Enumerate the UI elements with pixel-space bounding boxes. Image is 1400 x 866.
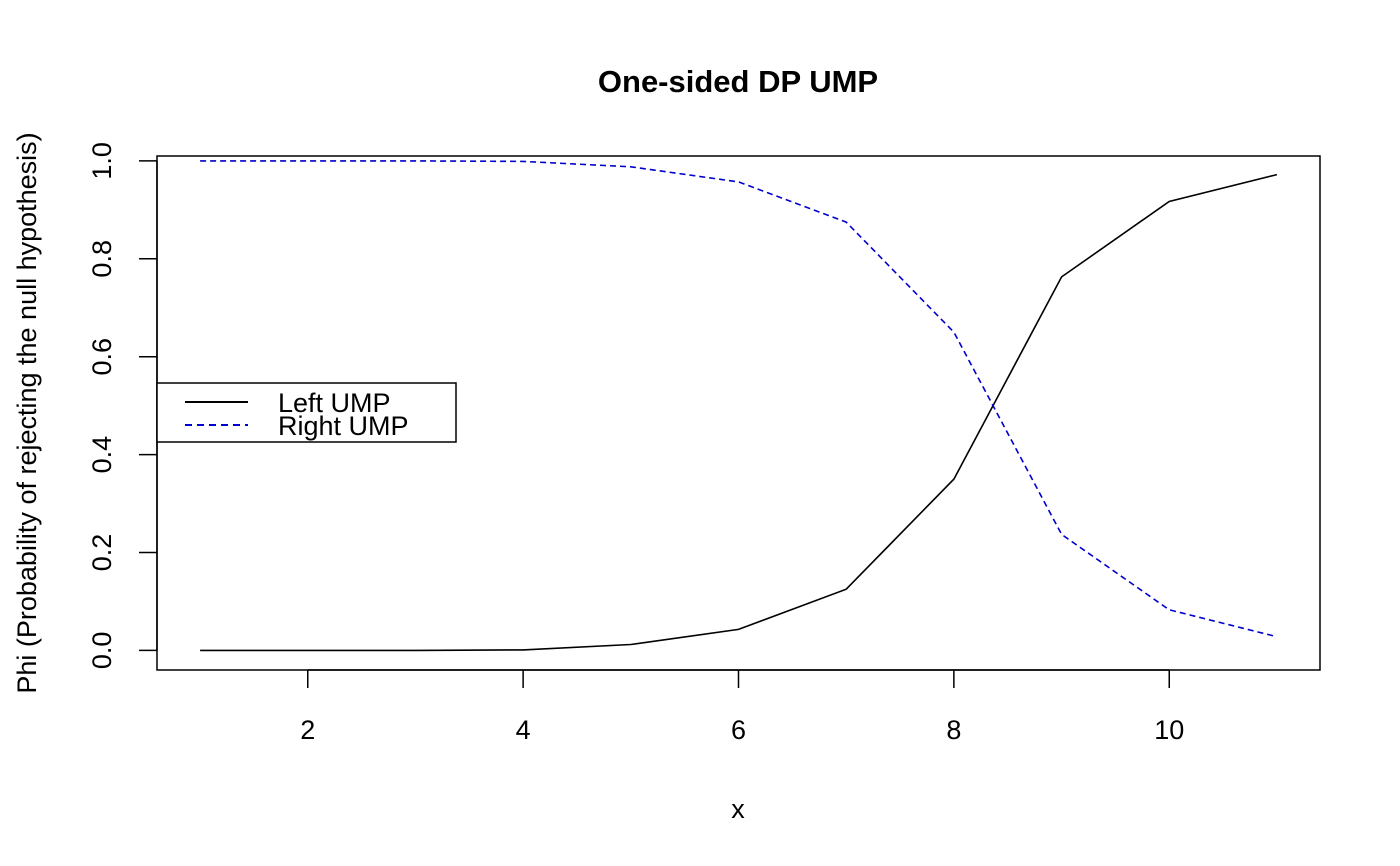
legend-box xyxy=(156,382,457,443)
x-tick-label: 10 xyxy=(1154,715,1184,745)
x-axis-label: x xyxy=(731,794,745,824)
x-tick-label: 8 xyxy=(946,715,961,745)
x-tick-label: 6 xyxy=(731,715,746,745)
y-axis: 0.0 0.2 0.4 0.6 0.8 1.0 xyxy=(87,142,158,670)
series-line-right-ump xyxy=(200,160,1278,638)
series-line-left-ump xyxy=(200,173,1278,652)
legend-label-left-ump: Left UMP xyxy=(278,388,391,418)
y-tick-label: 0.8 xyxy=(87,240,117,278)
x-axis: 2 4 6 8 10 xyxy=(300,669,1184,745)
y-tick-label: 0.6 xyxy=(87,338,117,376)
x-tick-label: 4 xyxy=(516,715,531,745)
y-tick-label: 0.4 xyxy=(87,436,117,474)
y-tick-label: 1.0 xyxy=(87,142,117,180)
series-layer xyxy=(200,160,1278,652)
chart-title: One-sided DP UMP xyxy=(598,64,878,99)
y-tick-label: 0.2 xyxy=(87,534,117,572)
x-tick-label: 2 xyxy=(300,715,315,745)
legend-label-right-ump: Right UMP xyxy=(278,411,409,441)
legend: Left UMP Right UMP xyxy=(156,382,457,443)
y-axis-label: Phi (Probability of rejecting the null h… xyxy=(12,132,42,693)
y-tick-label: 0.0 xyxy=(87,632,117,670)
